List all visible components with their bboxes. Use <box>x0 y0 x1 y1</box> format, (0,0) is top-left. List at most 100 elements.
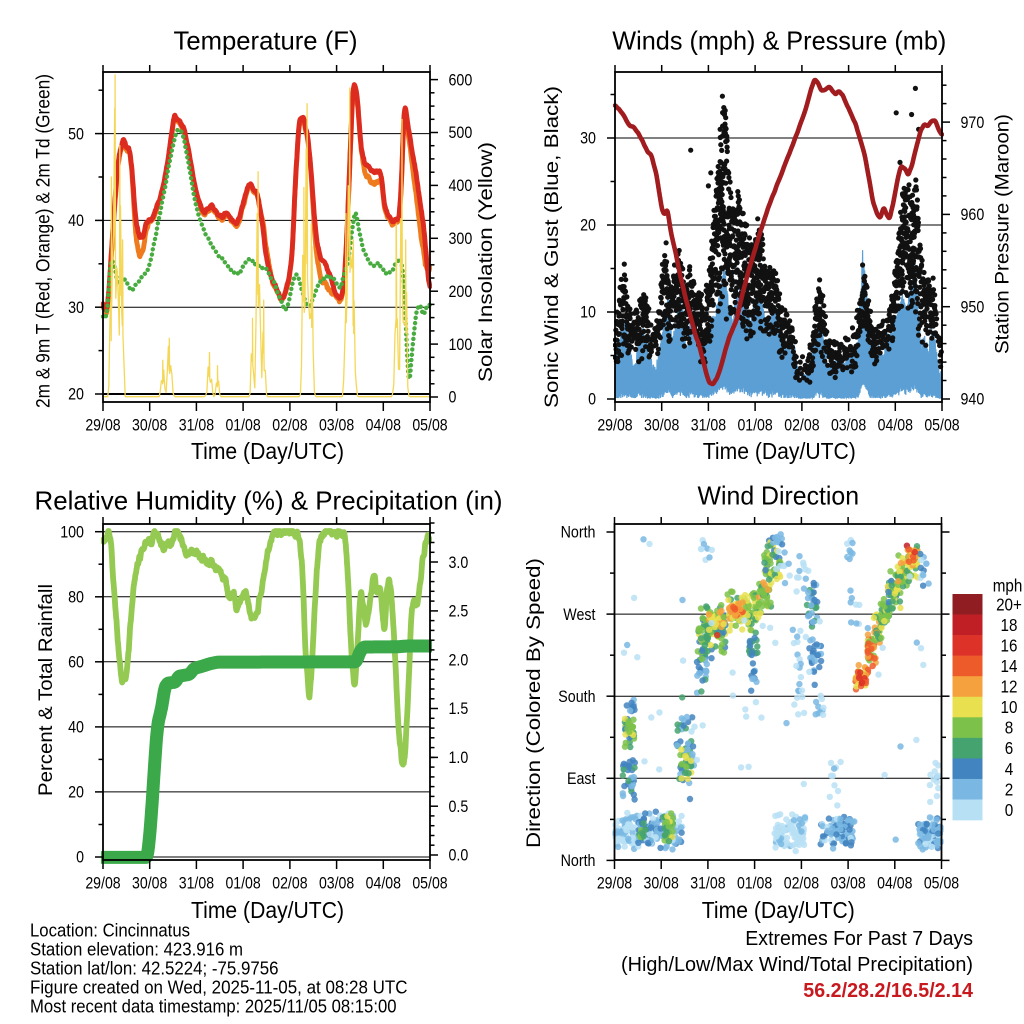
svg-text:01/08: 01/08 <box>225 416 260 434</box>
svg-text:40: 40 <box>68 719 84 737</box>
svg-text:02/08: 02/08 <box>784 874 819 892</box>
svg-text:Time (Day/UTC): Time (Day/UTC) <box>703 438 856 464</box>
svg-text:2.5: 2.5 <box>449 603 469 621</box>
svg-text:600: 600 <box>449 71 473 89</box>
svg-text:60: 60 <box>68 654 84 672</box>
svg-text:14: 14 <box>1001 656 1018 676</box>
svg-text:18: 18 <box>1001 615 1018 635</box>
svg-text:03/08: 03/08 <box>830 874 865 892</box>
svg-text:05/08: 05/08 <box>924 874 959 892</box>
svg-text:2: 2 <box>1005 779 1014 799</box>
svg-text:02/08: 02/08 <box>272 416 307 434</box>
svg-text:20+: 20+ <box>996 594 1022 614</box>
svg-text:10: 10 <box>1001 697 1018 717</box>
svg-text:Station elevation: 423.916 m: Station elevation: 423.916 m <box>30 939 243 960</box>
svg-text:Percent & Total Rainfall: Percent & Total Rainfall <box>36 584 57 796</box>
svg-text:29/08: 29/08 <box>597 874 632 892</box>
svg-text:20: 20 <box>68 386 84 404</box>
svg-text:30/08: 30/08 <box>644 416 679 434</box>
svg-text:Temperature (F): Temperature (F) <box>174 26 358 56</box>
svg-text:Station lat/lon: 42.5224; -75.: Station lat/lon: 42.5224; -75.9756 <box>30 958 279 979</box>
svg-text:02/08: 02/08 <box>272 874 307 892</box>
svg-text:Figure created on Wed, 2025-11: Figure created on Wed, 2025-11-05, at 08… <box>30 977 408 998</box>
svg-text:Sonic Wind & Gust (Blue, Black: Sonic Wind & Gust (Blue, Black) <box>542 86 563 408</box>
svg-text:100: 100 <box>449 336 473 354</box>
svg-text:0.5: 0.5 <box>449 798 469 816</box>
svg-text:30: 30 <box>580 130 596 148</box>
svg-text:2.0: 2.0 <box>449 651 469 669</box>
svg-text:North: North <box>561 524 596 542</box>
svg-text:02/08: 02/08 <box>784 416 819 434</box>
svg-text:05/08: 05/08 <box>412 416 447 434</box>
svg-text:500: 500 <box>449 124 473 142</box>
svg-text:950: 950 <box>961 298 985 316</box>
svg-text:04/08: 04/08 <box>366 874 401 892</box>
svg-text:Station Pressure (Maroon): Station Pressure (Maroon) <box>993 114 1014 354</box>
svg-text:4: 4 <box>1005 759 1014 779</box>
svg-text:0: 0 <box>1005 800 1014 820</box>
svg-text:mph: mph <box>993 576 1023 596</box>
svg-text:01/08: 01/08 <box>225 874 260 892</box>
svg-text:940: 940 <box>961 391 985 409</box>
svg-text:970: 970 <box>961 114 985 132</box>
svg-text:05/08: 05/08 <box>924 416 959 434</box>
svg-text:30/08: 30/08 <box>132 874 167 892</box>
svg-text:31/08: 31/08 <box>691 416 726 434</box>
svg-text:100: 100 <box>60 523 84 541</box>
svg-text:10: 10 <box>580 304 596 322</box>
svg-text:04/08: 04/08 <box>877 874 912 892</box>
svg-text:North: North <box>561 852 596 870</box>
svg-text:03/08: 03/08 <box>319 874 354 892</box>
svg-text:West: West <box>563 606 596 624</box>
svg-text:Time (Day/UTC): Time (Day/UTC) <box>702 897 855 923</box>
svg-text:03/08: 03/08 <box>319 416 354 434</box>
svg-text:12: 12 <box>1001 677 1018 697</box>
svg-text:South: South <box>558 688 595 706</box>
svg-text:8: 8 <box>1005 718 1014 738</box>
svg-text:05/08: 05/08 <box>412 874 447 892</box>
svg-text:16: 16 <box>1001 636 1018 656</box>
svg-text:29/08: 29/08 <box>85 874 120 892</box>
svg-text:0: 0 <box>76 849 84 867</box>
svg-text:30/08: 30/08 <box>132 416 167 434</box>
svg-text:30/08: 30/08 <box>644 874 679 892</box>
svg-text:0: 0 <box>449 389 457 407</box>
svg-text:Relative Humidity (%) & Precip: Relative Humidity (%) & Precipitation (i… <box>35 485 503 515</box>
svg-text:200: 200 <box>449 283 473 301</box>
svg-text:Most recent data timestamp: 20: Most recent data timestamp: 2025/11/05 0… <box>30 996 397 1017</box>
svg-text:Direction (Colored By Speed): Direction (Colored By Speed) <box>524 558 545 848</box>
svg-text:1.5: 1.5 <box>449 700 469 718</box>
svg-text:29/08: 29/08 <box>85 416 120 434</box>
svg-text:04/08: 04/08 <box>878 416 913 434</box>
svg-text:East: East <box>567 770 596 788</box>
svg-text:Winds (mph) & Pressure (mb): Winds (mph) & Pressure (mb) <box>612 26 946 56</box>
svg-text:3.0: 3.0 <box>449 554 469 572</box>
svg-text:0: 0 <box>588 391 596 409</box>
svg-text:01/08: 01/08 <box>737 416 772 434</box>
svg-text:04/08: 04/08 <box>366 416 401 434</box>
svg-text:01/08: 01/08 <box>737 874 772 892</box>
svg-text:29/08: 29/08 <box>597 416 632 434</box>
svg-text:Location: Cincinnatus: Location: Cincinnatus <box>30 920 190 941</box>
svg-text:30: 30 <box>68 299 84 317</box>
svg-text:Wind Direction: Wind Direction <box>698 481 860 511</box>
svg-text:20: 20 <box>580 217 596 235</box>
svg-text:2m & 9m T (Red, Orange) & 2m T: 2m & 9m T (Red, Orange) & 2m Td (Green) <box>34 74 55 408</box>
svg-text:0.0: 0.0 <box>449 847 469 865</box>
svg-text:(High/Low/Max Wind/Total Preci: (High/Low/Max Wind/Total Precipitation) <box>621 954 973 976</box>
svg-text:40: 40 <box>68 212 84 230</box>
svg-text:03/08: 03/08 <box>831 416 866 434</box>
svg-text:31/08: 31/08 <box>690 874 725 892</box>
svg-text:300: 300 <box>449 230 473 248</box>
svg-text:31/08: 31/08 <box>179 416 214 434</box>
svg-text:50: 50 <box>68 125 84 143</box>
svg-text:56.2/28.2/16.5/2.14: 56.2/28.2/16.5/2.14 <box>803 980 974 1002</box>
svg-text:80: 80 <box>68 589 84 607</box>
svg-text:Extremes For Past 7 Days: Extremes For Past 7 Days <box>745 928 973 950</box>
svg-text:Solar Insolation (Yellow): Solar Insolation (Yellow) <box>476 142 497 382</box>
svg-text:6: 6 <box>1005 738 1014 758</box>
svg-text:Time (Day/UTC): Time (Day/UTC) <box>191 438 344 464</box>
svg-text:960: 960 <box>961 206 985 224</box>
svg-text:400: 400 <box>449 177 473 195</box>
svg-text:1.0: 1.0 <box>449 749 469 767</box>
